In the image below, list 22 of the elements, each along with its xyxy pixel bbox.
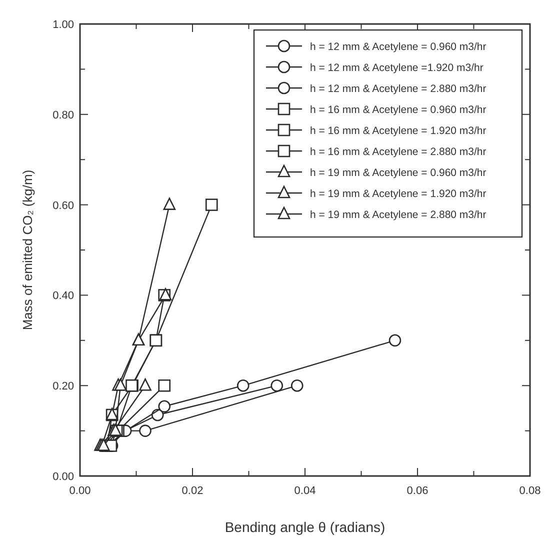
legend-label: h = 16 mm & Acetylene = 2.880 m3/hr bbox=[310, 146, 487, 158]
x-tick-label: 0.00 bbox=[69, 485, 91, 497]
legend-label: h = 19 mm & Acetylene = 0.960 m3/hr bbox=[310, 167, 487, 179]
y-tick-label: 0.60 bbox=[52, 200, 74, 212]
legend-label: h = 19 mm & Acetylene = 2.880 m3/hr bbox=[310, 209, 487, 221]
y-tick-label: 0.80 bbox=[52, 109, 74, 122]
legend-label: h = 12 mm & Acetylene = 0.960 m3/hr bbox=[310, 41, 487, 53]
x-tick-label: 0.08 bbox=[519, 485, 541, 497]
y-tick-label: 1.00 bbox=[52, 19, 74, 31]
y-axis-title: Mass of emitted CO₂ (kg/m) bbox=[20, 170, 35, 330]
x-axis-title: Bending angle θ (radians) bbox=[224, 519, 386, 535]
x-tick-label: 0.06 bbox=[406, 485, 428, 497]
x-tick-label: 0.04 bbox=[294, 485, 316, 497]
legend-label: h = 16 mm & Acetylene = 1.920 m3/hr bbox=[310, 125, 487, 137]
y-tick-label: 0.20 bbox=[52, 380, 74, 393]
legend-label: h = 19 mm & Acetylene = 1.920 m3/hr bbox=[310, 188, 487, 200]
legend-label: h = 12 mm & Acetylene =1.920 m3/hr bbox=[310, 62, 484, 74]
y-tick-label: 0.00 bbox=[52, 471, 74, 483]
legend-label: h = 16 mm & Acetylene = 0.960 m3/hr bbox=[310, 104, 487, 116]
y-tick-label: 0.40 bbox=[52, 290, 74, 302]
x-tick-label: 0.02 bbox=[182, 485, 204, 497]
legend-label: h = 12 mm & Acetylene = 2.880 m3/hr bbox=[310, 83, 487, 95]
